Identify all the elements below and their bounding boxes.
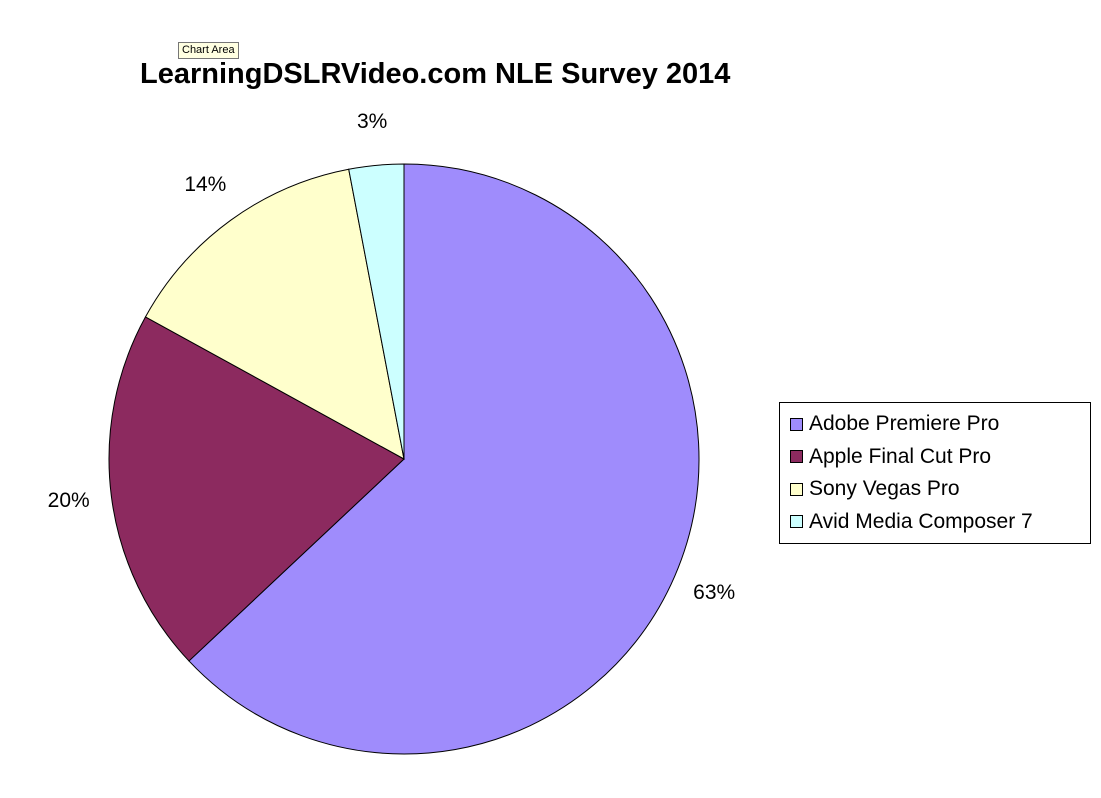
chart-area-tooltip: Chart Area — [178, 42, 239, 59]
data-label: 20% — [48, 489, 90, 512]
legend-item[interactable]: Apple Final Cut Pro — [790, 441, 1090, 474]
pie-slice-sony-vegas-pro[interactable] — [144, 168, 405, 460]
data-label: 3% — [357, 110, 387, 133]
pie-slice-adobe-premiere-pro[interactable] — [188, 163, 700, 755]
legend-swatch — [790, 482, 803, 496]
legend-swatch — [790, 515, 803, 529]
legend-item[interactable]: Avid Media Composer 7 — [790, 506, 1090, 539]
legend-item[interactable]: Sony Vegas Pro — [790, 473, 1090, 506]
legend-swatch — [790, 450, 803, 464]
data-label: 63% — [693, 581, 735, 604]
legend-label: Adobe Premiere Pro — [809, 412, 1000, 436]
legend-label: Apple Final Cut Pro — [809, 444, 992, 468]
pie-data-labels: 63% 20% 14% 3% — [48, 110, 736, 604]
legend-label: Avid Media Composer 7 — [809, 509, 1033, 533]
chart-legend[interactable]: Adobe Premiere Pro Apple Final Cut Pro Son… — [779, 402, 1091, 544]
legend-item[interactable]: Adobe Premiere Pro — [790, 408, 1090, 441]
legend-swatch — [790, 417, 803, 431]
data-label: 14% — [184, 173, 226, 196]
pie-slice-avid-media-composer-7[interactable] — [348, 163, 405, 460]
pie-slices — [108, 163, 700, 755]
legend-label: Sony Vegas Pro — [809, 477, 960, 501]
pie-slice-apple-final-cut-pro[interactable] — [108, 316, 405, 662]
chart-title: LearningDSLRVideo.com NLE Survey 2014 — [140, 58, 731, 90]
